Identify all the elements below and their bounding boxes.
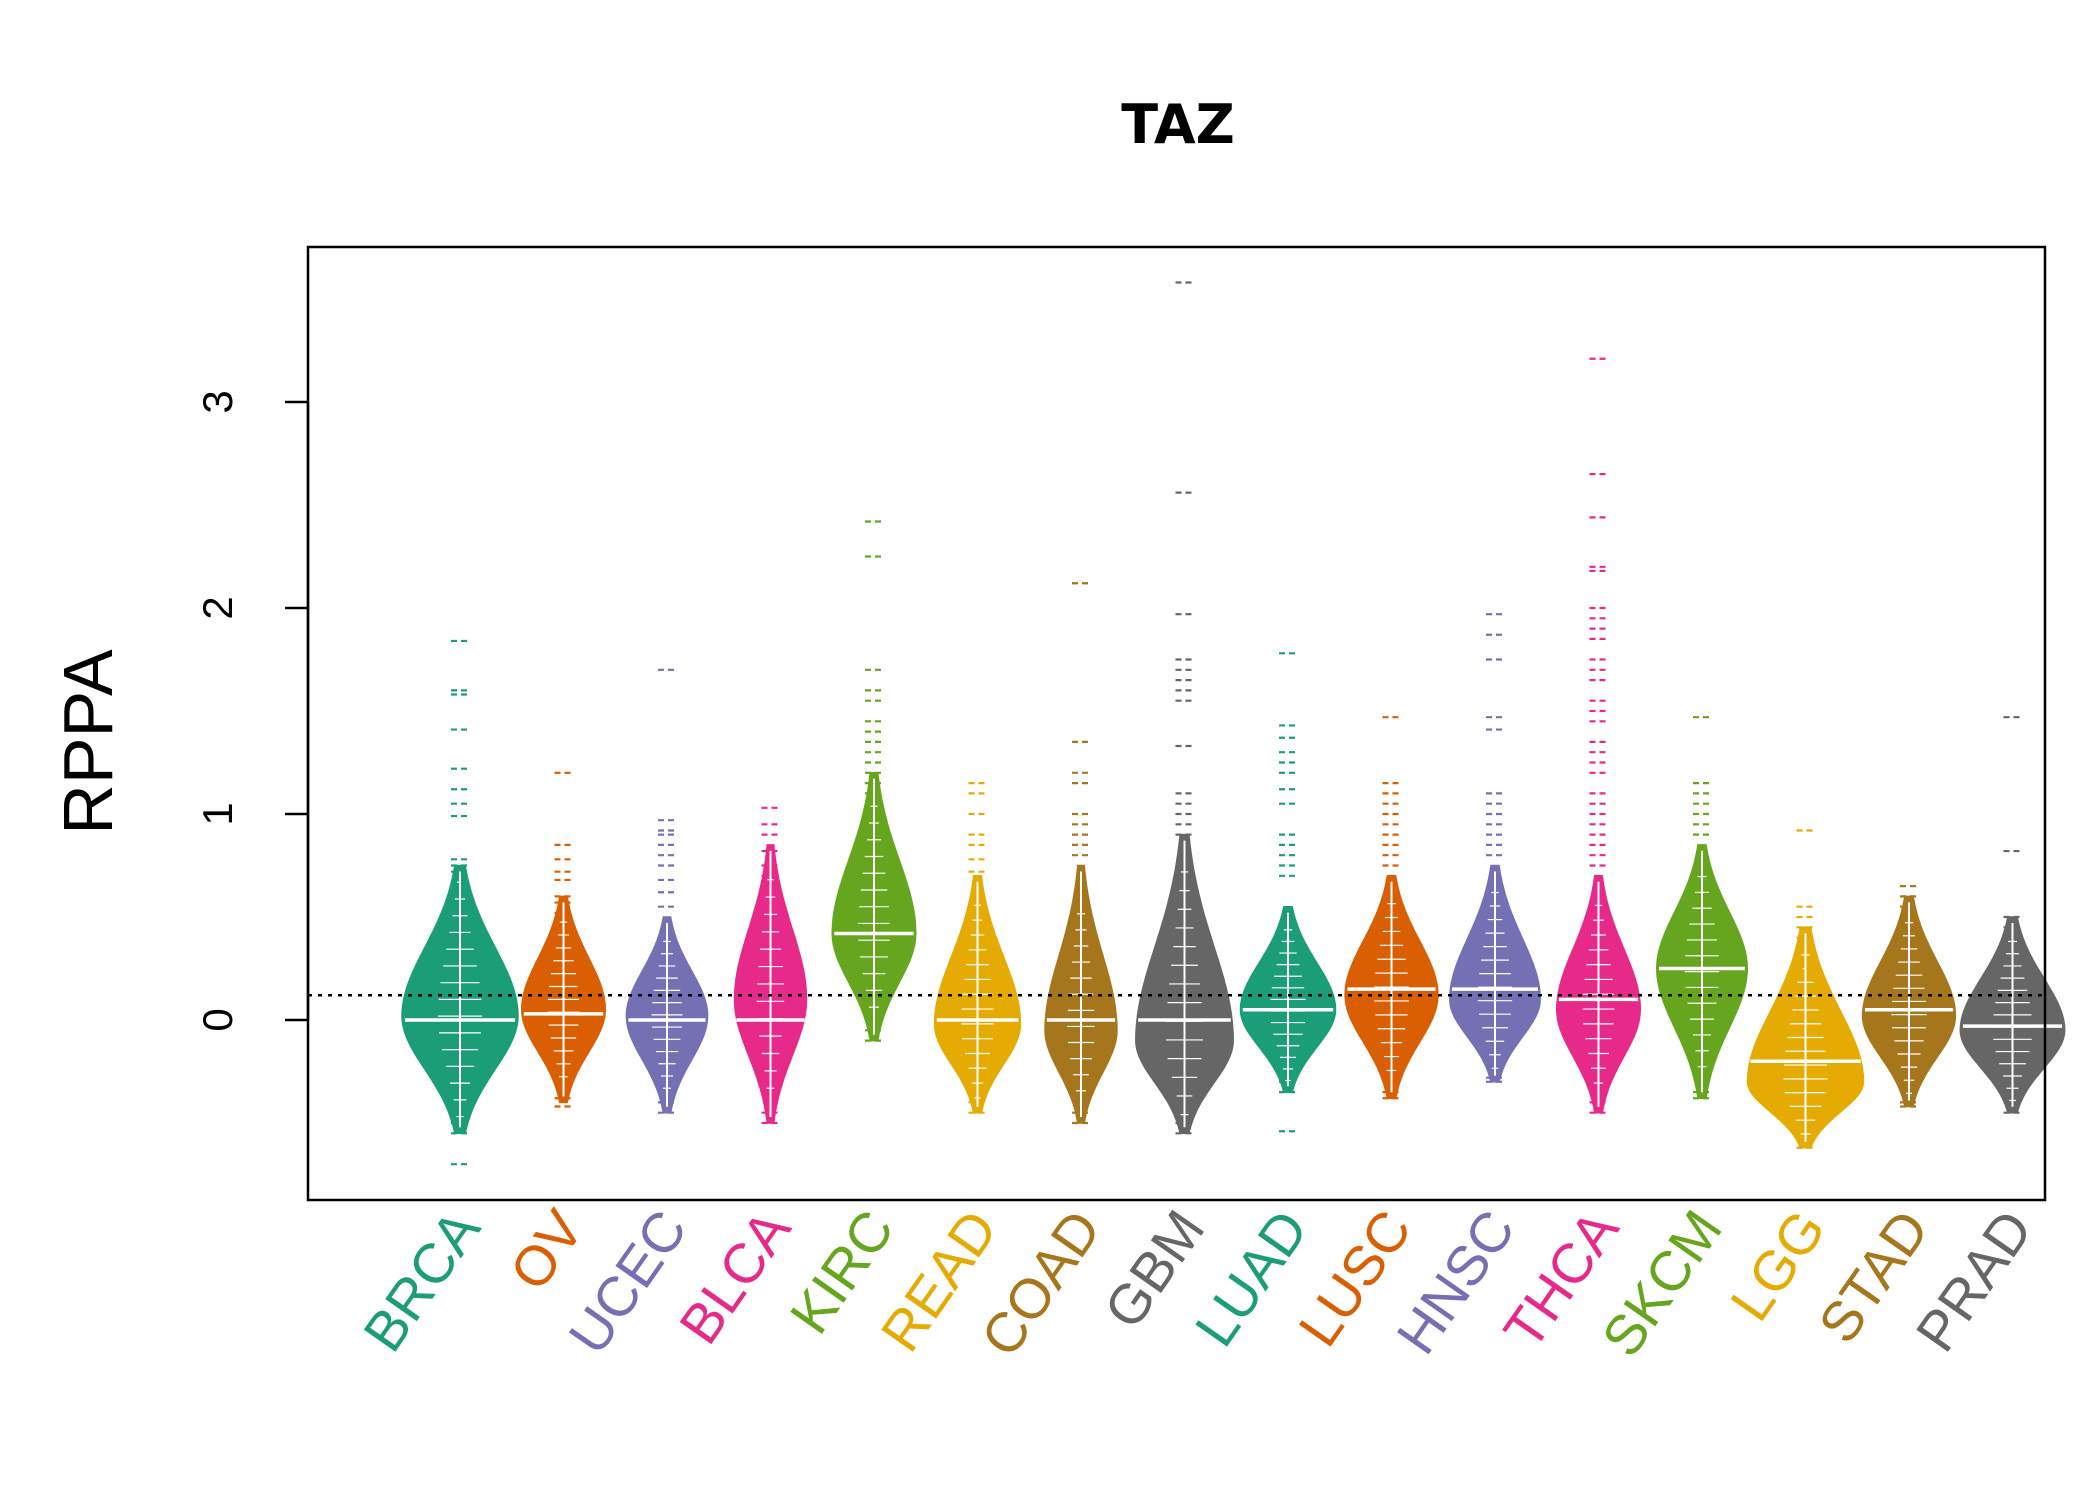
x-tick-label-luad: LUAD	[1183, 1199, 1320, 1358]
bean-prad	[1959, 716, 2066, 1114]
y-tick-label-2: 2	[194, 596, 241, 619]
plot-area	[308, 281, 2066, 1166]
bean-thca	[1555, 357, 1642, 1114]
bean-gbm	[1135, 281, 1234, 1135]
bean-ov	[521, 771, 606, 1108]
bean-read	[933, 781, 1022, 1114]
bean-luad	[1239, 652, 1337, 1133]
bean-hnsc	[1449, 613, 1541, 1083]
y-tick-label-1: 1	[194, 802, 241, 825]
bean-lusc	[1344, 716, 1439, 1100]
y-tick-label-3: 3	[194, 390, 241, 413]
chart-title: TAZ	[1121, 93, 1235, 156]
bean-brca	[401, 639, 519, 1166]
bean-kirc	[831, 520, 917, 1042]
bean-blca	[733, 806, 808, 1125]
bean-lgg	[1746, 829, 1865, 1149]
bean-ucec	[625, 668, 709, 1114]
x-axis: BRCA OVUCECBLCAKIRCREADCOADGBMLUADLUSCHNS…	[351, 1198, 2044, 1367]
x-tick-label-ov: OV	[497, 1198, 595, 1301]
y-axis-label: RPPA	[49, 649, 127, 835]
x-tick-label-prad: PRAD	[1903, 1199, 2044, 1363]
x-tick-label-brca: BRCA	[351, 1198, 492, 1362]
x-tick-label-blca: BLCA	[667, 1198, 803, 1354]
y-tick-label-0: 0	[194, 1008, 241, 1031]
bean-skcm	[1656, 716, 1748, 1100]
bean-coad	[1044, 582, 1118, 1125]
plot-frame	[306, 245, 2047, 1202]
bean-stad	[1861, 884, 1957, 1108]
y-axis: 0 1 2 3	[194, 390, 310, 1032]
